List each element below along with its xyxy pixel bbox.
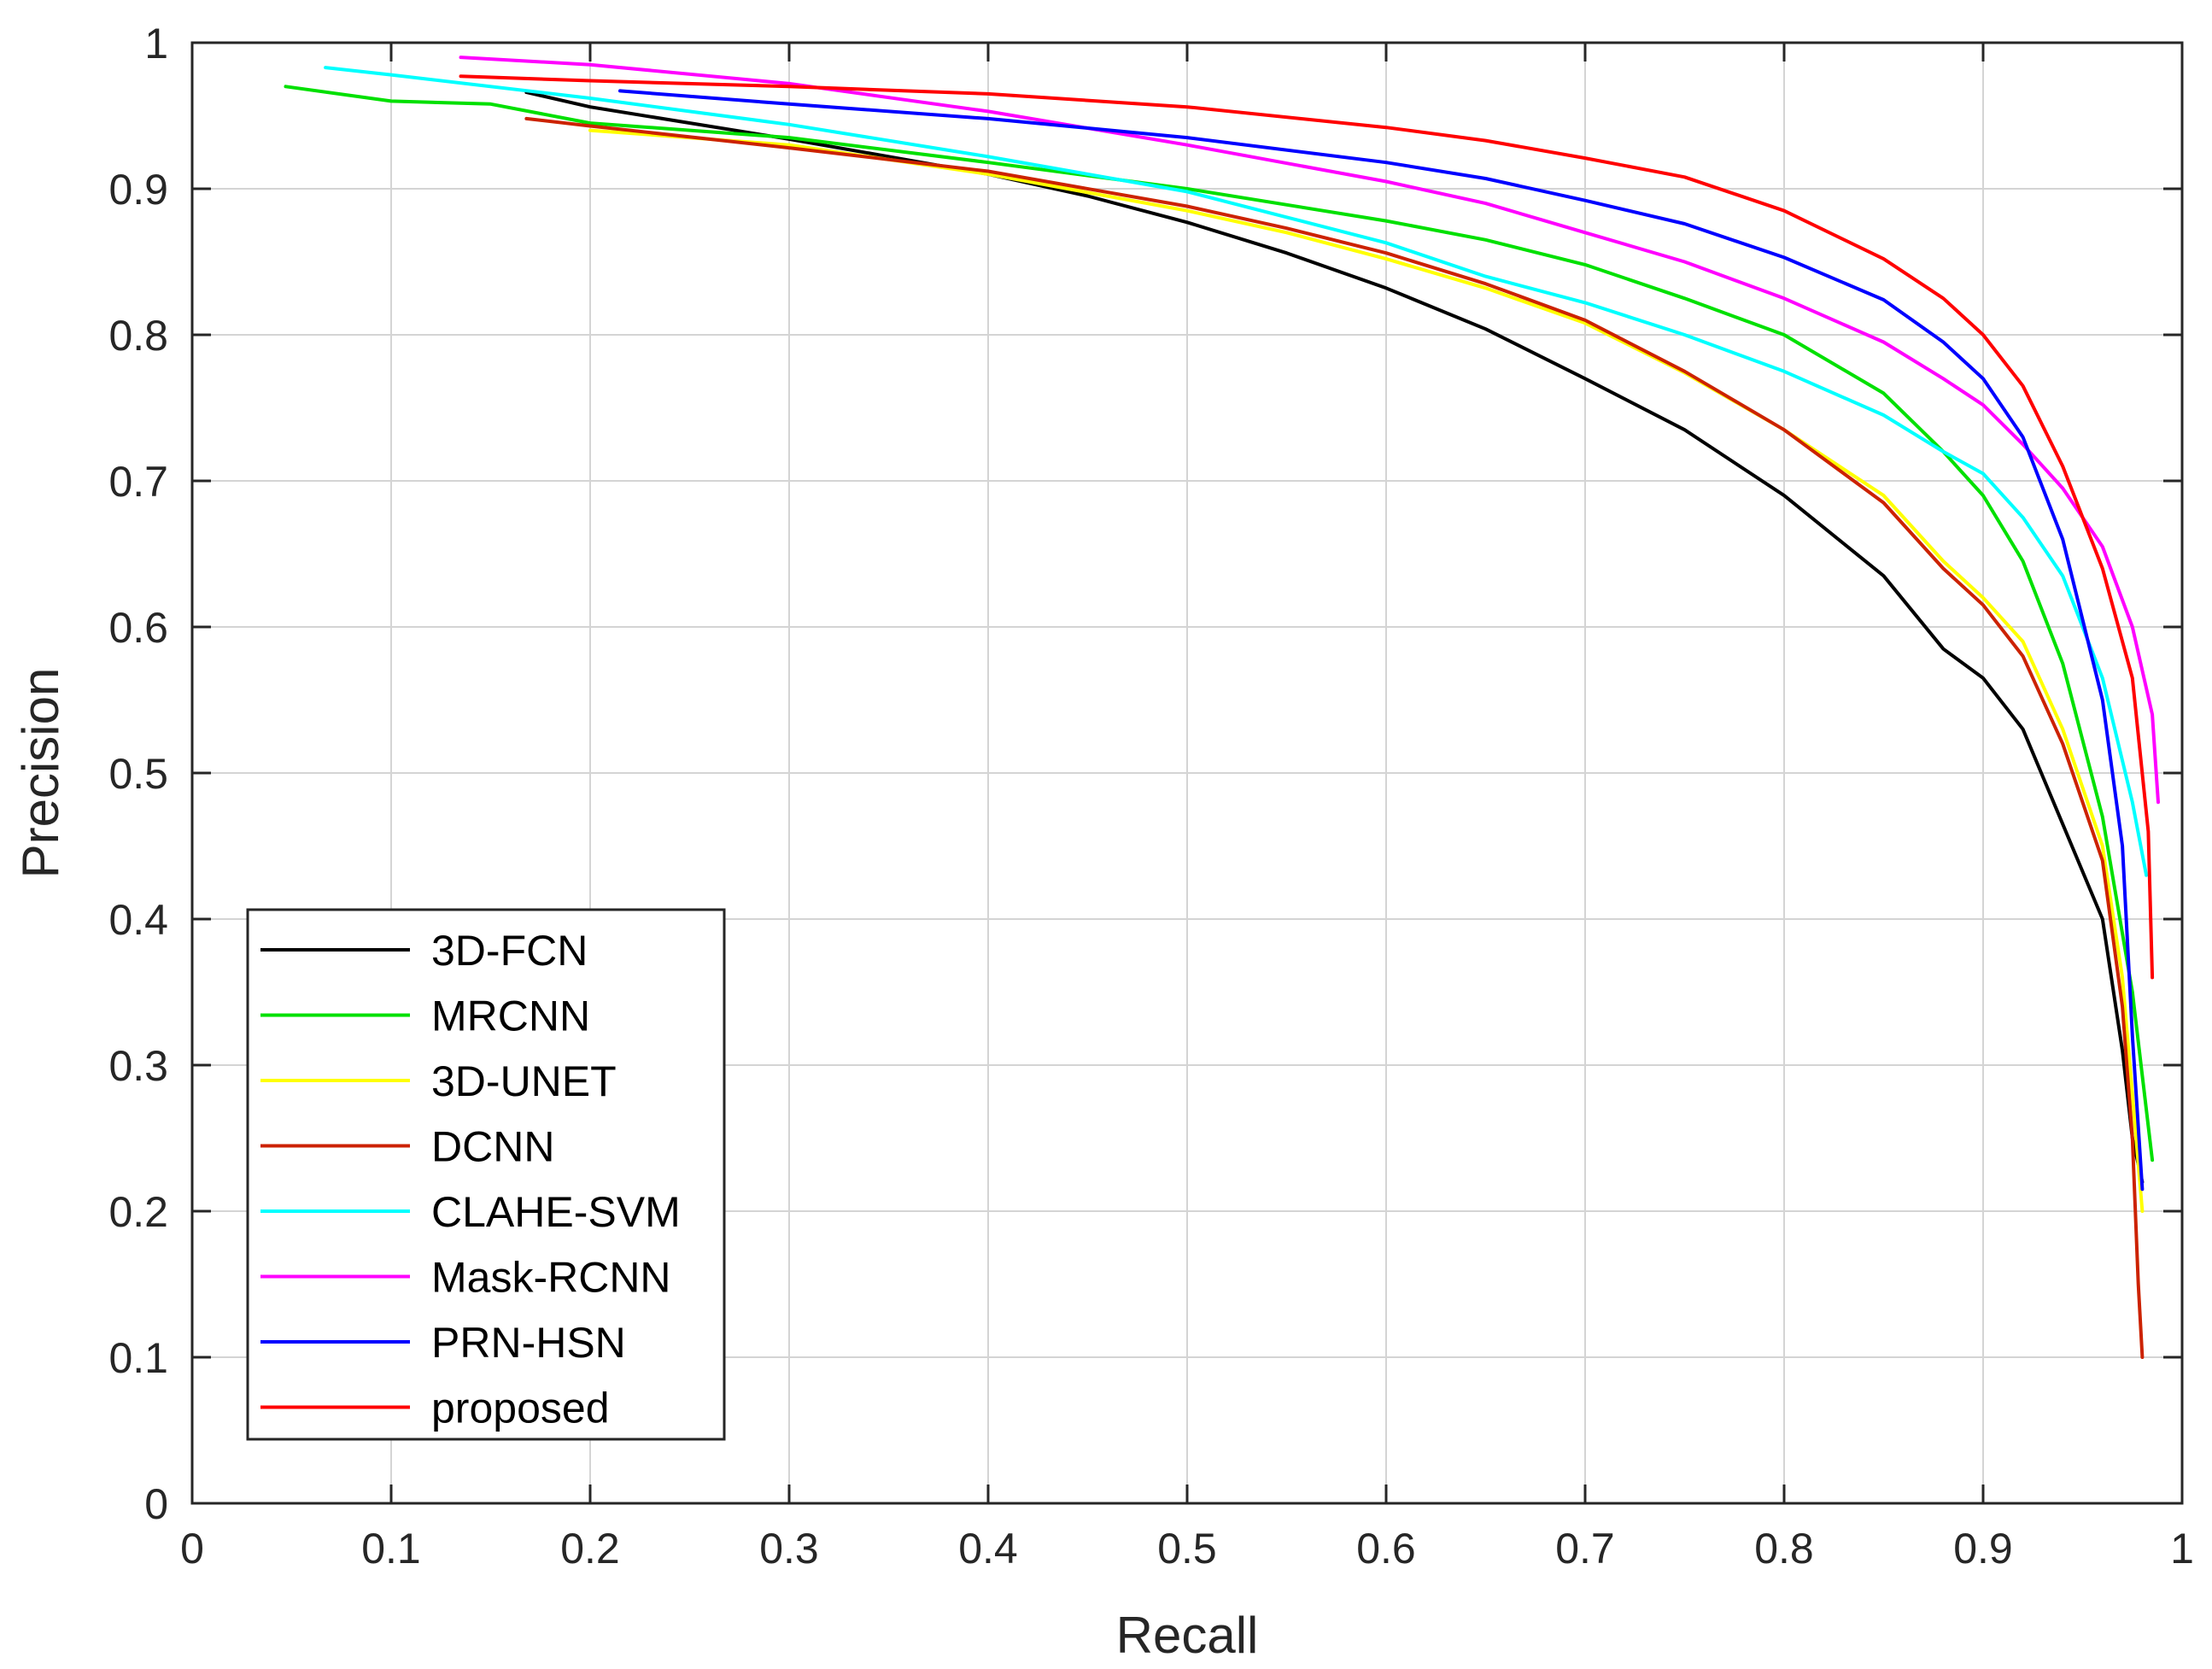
grid-lines — [192, 43, 2182, 1503]
series-lines — [284, 56, 2160, 1359]
x-tick-label: 0.8 — [1754, 1525, 1814, 1572]
y-tick-label: 1 — [144, 20, 168, 67]
y-tick-labels: 0 0.1 0.2 0.3 0.4 0.5 0.6 0.7 0.8 0.9 1 — [108, 20, 168, 1528]
x-axis-title: Recall — [1116, 1607, 1259, 1664]
x-tick-label: 0.6 — [1356, 1525, 1416, 1572]
y-tick-label: 0.1 — [108, 1334, 168, 1382]
axis-ticks — [190, 41, 2184, 1505]
series-line-dcnn — [524, 116, 2145, 1359]
y-axis-title: Precision — [12, 668, 69, 879]
x-tick-label: 0.5 — [1157, 1525, 1217, 1572]
legend-box — [246, 908, 726, 1441]
x-tick-label: 1 — [2170, 1525, 2194, 1572]
legend-label-prn-hsn: PRN-HSN — [431, 1319, 626, 1367]
legend-label-proposed: proposed — [431, 1385, 610, 1432]
legend-label-3d-fcn: 3D-FCN — [431, 927, 588, 975]
y-tick-label: 0.2 — [108, 1188, 168, 1236]
series-line-mask-rcnn — [459, 56, 2160, 805]
legend-label-clahe-svm: CLAHE-SVM — [431, 1188, 681, 1236]
legend: 3D-FCN MRCNN 3D-UNET DCNN CLAHE-SVM Mask-RCNN… — [246, 908, 726, 1441]
legend-label-dcnn: DCNN — [431, 1123, 554, 1171]
x-tick-label: 0.1 — [361, 1525, 421, 1572]
series-line-mrcnn — [284, 85, 2155, 1162]
y-tick-label: 0.3 — [108, 1042, 168, 1090]
x-tick-label: 0.3 — [759, 1525, 819, 1572]
y-tick-label: 0.6 — [108, 604, 168, 652]
legend-label-mrcnn: MRCNN — [431, 993, 590, 1040]
x-tick-labels: 0 0.1 0.2 0.3 0.4 0.5 0.6 0.7 0.8 0.9 1 — [180, 1525, 2194, 1572]
series-line-prn-hsn — [618, 89, 2145, 1192]
x-tick-label: 0.4 — [958, 1525, 1018, 1572]
y-tick-label: 0.8 — [108, 312, 168, 360]
y-tick-label: 0.5 — [108, 750, 168, 798]
y-tick-label: 0.7 — [108, 458, 168, 506]
x-tick-label: 0.7 — [1555, 1525, 1615, 1572]
x-tick-label: 0.9 — [1953, 1525, 2013, 1572]
series-line-proposed — [459, 74, 2155, 980]
y-tick-label: 0.4 — [108, 896, 168, 944]
y-tick-label: 0.9 — [108, 166, 168, 214]
y-tick-label: 0 — [144, 1480, 168, 1528]
x-tick-label: 0.2 — [560, 1525, 620, 1572]
legend-label-3d-unet: 3D-UNET — [431, 1057, 617, 1105]
series-line-clahe-svm — [324, 66, 2149, 877]
legend-label-mask-rcnn: Mask-RCNN — [431, 1254, 671, 1302]
x-tick-label: 0 — [180, 1525, 204, 1572]
